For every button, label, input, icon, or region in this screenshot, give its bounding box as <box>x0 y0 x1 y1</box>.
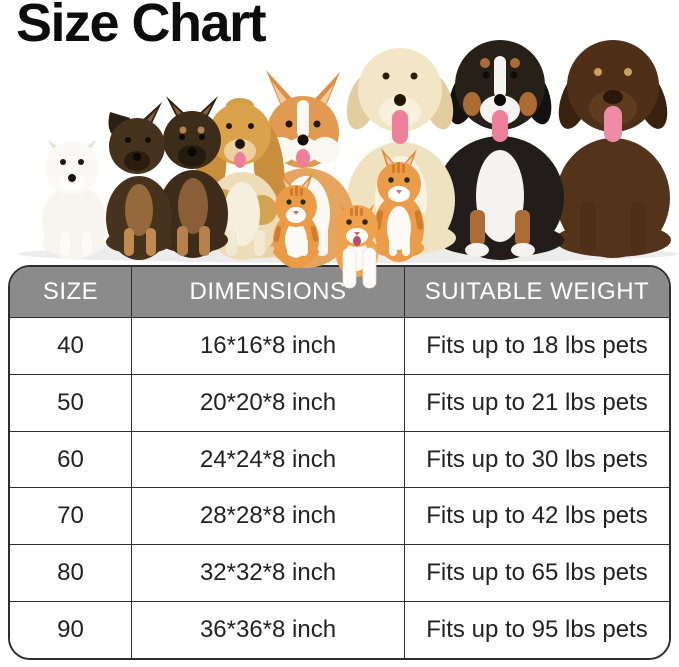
dimensions-cell: 16*16*8 inch <box>132 318 405 374</box>
size-cell: 50 <box>10 374 132 431</box>
cream-golden-retriever-illustration <box>346 48 456 258</box>
column-header-weight: SUITABLE WEIGHT <box>424 278 650 305</box>
table-row: 50 20*20*8 inch Fits up to 21 lbs pets <box>10 373 669 431</box>
dimensions-cell: 36*36*8 inch <box>132 602 405 658</box>
weight-cell: Fits up to 42 lbs pets <box>426 502 648 530</box>
tabby-cat-2-illustration <box>374 148 424 262</box>
dimensions-cell: 20*20*8 inch <box>132 374 405 431</box>
white-puppy-illustration <box>42 140 106 260</box>
page-title: Size Chart <box>16 0 267 53</box>
weight-cell: Fits up to 95 lbs pets <box>426 616 648 644</box>
table-row: 60 24*24*8 inch Fits up to 30 lbs pets <box>10 430 669 488</box>
table-row: 90 36*36*8 inch Fits up to 95 lbs pets <box>10 601 669 658</box>
weight-cell: Fits up to 21 lbs pets <box>426 388 648 416</box>
table-row: 40 16*16*8 inch Fits up to 18 lbs pets <box>10 317 669 374</box>
bernese-mountain-dog-illustration <box>436 40 564 260</box>
german-shepherd-puppy-2-illustration <box>158 96 228 258</box>
size-cell: 60 <box>10 431 132 488</box>
size-cell: 70 <box>10 488 132 545</box>
german-shepherd-puppy-illustration <box>106 102 172 260</box>
table-row: 70 28*28*8 inch Fits up to 42 lbs pets <box>10 487 669 545</box>
column-header-size: SIZE <box>10 267 132 317</box>
dimensions-cell: 32*32*8 inch <box>132 545 405 602</box>
dimensions-cell: 24*24*8 inch <box>132 431 405 488</box>
weight-cell: Fits up to 65 lbs pets <box>426 559 648 587</box>
column-header-dimensions: DIMENSIONS <box>132 267 405 317</box>
weight-cell: Fits up to 30 lbs pets <box>426 445 648 473</box>
ground-shadow <box>18 245 678 263</box>
corgi-illustration <box>258 70 354 268</box>
table-row: 80 32*32*8 inch Fits up to 65 lbs pets <box>10 544 669 602</box>
tabby-cat-illustration <box>273 172 319 268</box>
size-cell: 80 <box>10 545 132 602</box>
cocker-spaniel-illustration <box>195 98 286 260</box>
chocolate-labrador-illustration <box>555 40 671 258</box>
table-header-row: SIZE DIMENSIONS SUITABLE WEIGHT <box>10 267 669 317</box>
dimensions-cell: 28*28*8 inch <box>132 488 405 545</box>
weight-cell: Fits up to 18 lbs pets <box>426 331 648 359</box>
size-cell: 40 <box>10 318 132 374</box>
size-table: SIZE DIMENSIONS SUITABLE WEIGHT 40 16*16… <box>8 265 671 660</box>
size-cell: 90 <box>10 602 132 658</box>
